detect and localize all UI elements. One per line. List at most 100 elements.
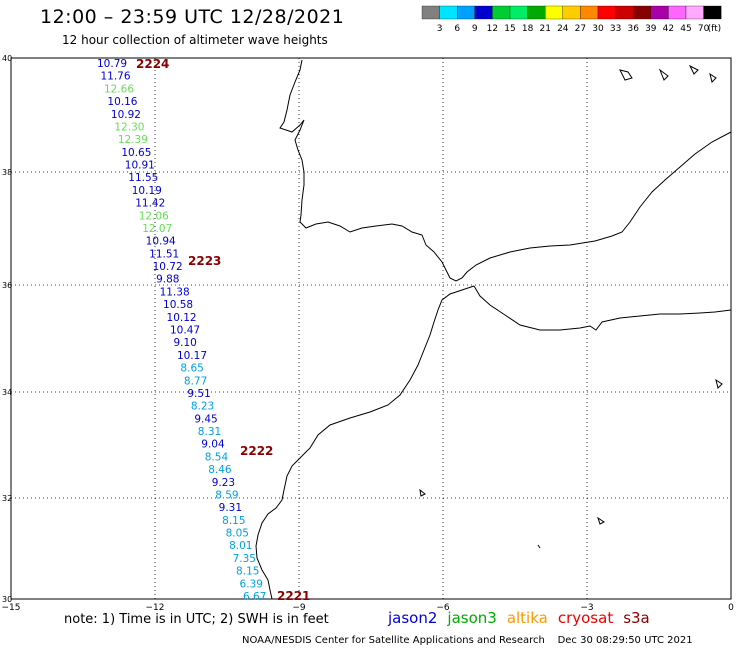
page-title: 12:00 – 23:59 UTC 12/28/2021 [40,6,345,28]
wave-height-value: 10.79 [97,58,127,70]
color-scale-swatches [421,5,722,20]
island-4 [419,488,426,497]
wave-height-value: 12.66 [104,83,134,95]
wave-height-value: 9.10 [173,337,196,349]
longitude-label: 0 [728,603,734,613]
wave-height-value: 8.05 [226,528,249,540]
wave-height-value: 10.72 [153,261,183,273]
wave-height-value: 12.06 [139,210,169,222]
wave-height-value: 9.88 [156,274,179,286]
wave-height-value: 8.65 [180,363,203,375]
wave-height-value: 12.39 [118,134,148,146]
color-scale-label: 33 [610,24,621,34]
page-subtitle: 12 hour collection of altimeter wave hei… [62,33,328,47]
island-2 [709,72,717,83]
latitude-labels: 40 38 36 34 32 30 [2,54,12,604]
wave-height-value: 8.77 [184,375,207,387]
wave-height-value: 11.55 [128,172,158,184]
wave-height-value: 10.47 [170,325,200,337]
note-text: note: 1) Time is in UTC; 2) SWH is in fe… [64,612,329,627]
pass-label: 2221 [277,589,310,603]
latitude-label: 38 [2,168,12,177]
wave-height-value: 9.45 [194,413,217,425]
wave-height-value: 10.65 [121,147,151,159]
latitude-label: 40 [2,54,12,63]
legend-item-cryosat: cryosat [557,609,614,627]
map-frame [10,57,732,600]
latitude-label: 34 [2,388,12,397]
longitude-label: −9 [292,603,306,613]
color-scale-labels: 3 6 9 12 15 18 21 24 27 30 33 36 39 42 45 70(ft) [437,24,721,34]
credit-timestamp: Dec 30 08:29:50 UTC 2021 [557,635,693,646]
wave-height-value: 11.38 [160,286,190,298]
wave-height-value: 8.31 [198,426,221,438]
wave-height-value: 9.04 [201,439,225,451]
wave-height-value: 6.67 [243,591,266,603]
wave-height-value: 9.51 [187,388,210,400]
color-scale-label: 18 [522,24,534,34]
wave-height-value: 6.39 [240,578,263,590]
color-scale-unit: (ft) [708,24,722,34]
wave-height-value: 9.31 [219,502,242,514]
wave-height-value: 8.01 [229,540,252,552]
pass-label: 2222 [240,444,273,458]
color-scale-label: 70 [698,24,710,34]
wave-height-value: 8.15 [236,566,259,578]
satellite-legend: jason2 jason3 altika cryosat s3a [388,609,660,627]
latitude-label: 30 [2,595,12,604]
longitude-label: −6 [436,603,450,613]
pass-label: 2223 [188,254,221,268]
wave-height-value: 11.76 [100,71,130,83]
wave-height-value: 10.92 [111,109,141,121]
color-scale-label: 45 [680,24,691,34]
color-scale-label: 27 [575,24,586,34]
credit-text: NOAA/NESDIS Center for Satellite Applica… [242,635,545,646]
island-balearic-1 [619,69,633,81]
color-scale-label: 39 [645,24,657,34]
wave-height-value: 10.17 [177,350,207,362]
longitude-label: −15 [2,603,21,613]
longitude-labels: −15 −12 −9 −6 −3 0 [2,603,735,613]
wave-height-value: 10.12 [167,312,197,324]
wave-height-value: 10.91 [125,160,155,172]
wave-height-value: 8.15 [222,515,245,527]
wave-height-value: 8.46 [208,464,232,476]
longitude-label: −3 [580,603,593,613]
grid-lines [11,58,731,599]
wave-height-value: 12.30 [114,121,144,133]
island-balearic-2 [658,68,669,81]
color-scale-label: 36 [627,24,639,34]
latitude-label: 32 [2,494,12,503]
wave-height-value: 10.16 [107,96,137,108]
color-scale-label: 3 [437,24,443,34]
latitude-label: 36 [2,281,12,290]
color-scale-label: 9 [472,24,478,34]
color-scale-label: 15 [504,24,515,34]
pass-labels: 2224 2223 2222 2221 [136,57,310,603]
wave-height-value: 8.23 [191,401,214,413]
island-6 [537,544,541,549]
wave-height-value: 10.94 [146,236,176,248]
legend-item-altika: altika [506,609,548,627]
wave-height-value: 7.35 [233,553,256,565]
wave-height-value: 11.42 [135,198,165,210]
legend-item-jason2: jason2 [388,609,438,627]
wave-height-observations: 10.7911.7612.6610.1610.9212.3012.3910.65… [97,58,266,603]
color-scale-label: 30 [592,24,604,34]
wave-height-value: 10.58 [163,299,193,311]
color-scale-label: 24 [557,24,569,34]
color-scale-bar: 3 6 9 12 15 18 21 24 27 30 33 36 39 42 45 70(ft) [421,5,722,34]
color-scale-label: 12 [487,24,498,34]
coastline-morocco [255,285,475,600]
legend-item-jason3: jason3 [447,609,497,627]
wave-height-value: 8.54 [205,451,229,463]
wave-height-value: 9.23 [212,477,235,489]
wave-height-value: 8.59 [215,489,238,501]
color-scale-label: 42 [663,24,674,34]
coastline [255,59,732,600]
wave-height-value: 12.07 [142,223,172,235]
pass-label: 2224 [136,57,169,71]
color-swatch [703,5,722,20]
color-scale-label: 21 [539,24,550,34]
